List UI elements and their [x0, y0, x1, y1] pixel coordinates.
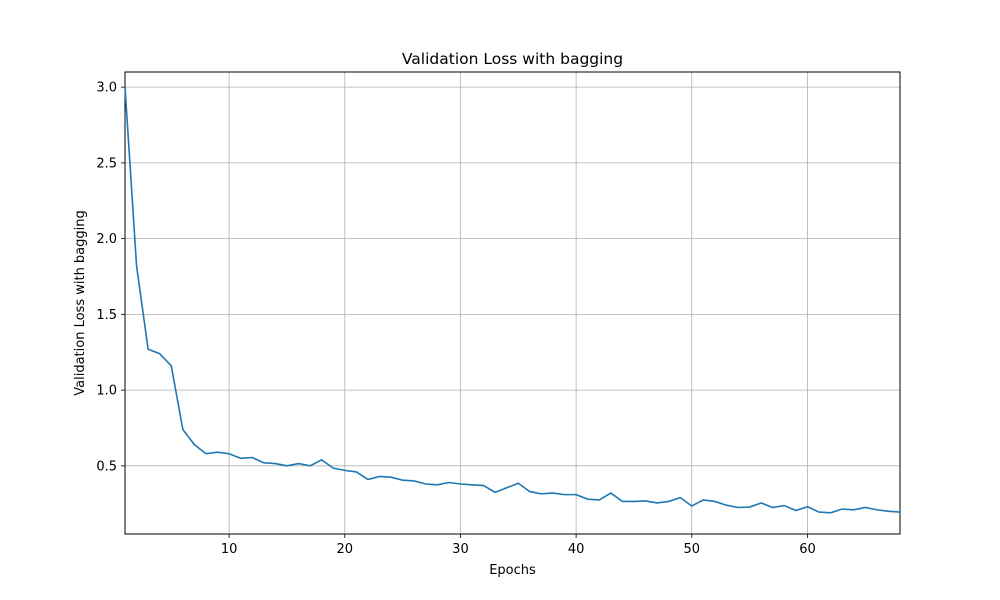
y-tick-label: 3.0 — [96, 81, 117, 96]
chart-title: Validation Loss with bagging — [402, 50, 623, 68]
x-tick-label: 50 — [684, 542, 701, 557]
y-tick-label: 1.5 — [96, 308, 117, 323]
y-tick-label: 1.0 — [96, 384, 117, 399]
x-tick-label: 40 — [568, 542, 585, 557]
x-tick-label: 10 — [221, 542, 238, 557]
x-tick-label: 30 — [452, 542, 469, 557]
grid — [125, 72, 900, 534]
plot-frame — [124, 71, 901, 535]
x-axis-label: Epochs — [489, 563, 536, 578]
y-tick-label: 2.5 — [96, 156, 117, 171]
x-axis-ticks: 10 20 30 40 50 60 — [221, 534, 816, 557]
y-axis-label: Validation Loss with bagging — [73, 210, 88, 396]
y-axis-ticks: 0.5 1.0 1.5 2.0 2.5 3.0 — [96, 81, 125, 474]
x-tick-label: 20 — [337, 542, 354, 557]
y-tick-label: 0.5 — [96, 459, 117, 474]
y-tick-label: 2.0 — [96, 232, 117, 247]
x-tick-label: 60 — [799, 542, 816, 557]
series-line — [124, 87, 901, 514]
